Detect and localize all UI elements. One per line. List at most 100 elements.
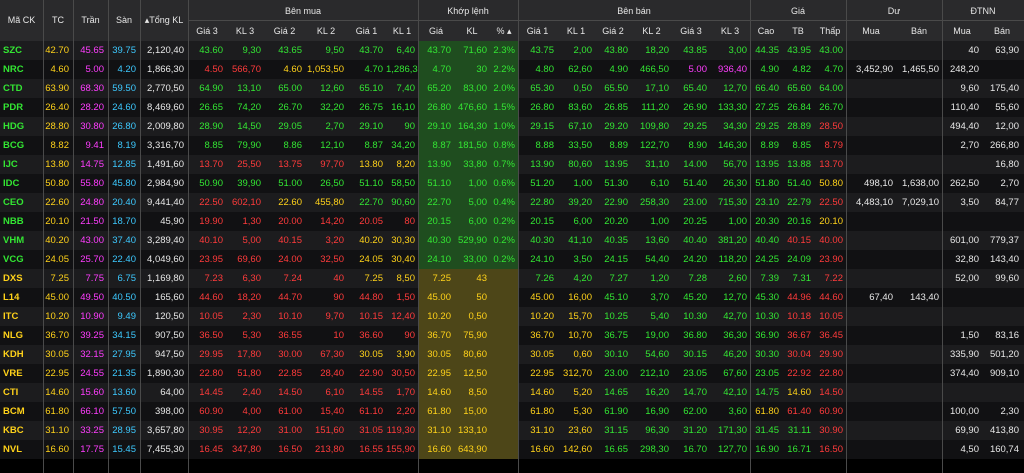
table-row[interactable]: KDH 30.05 32.15 27.95 947,50 29.95 17,80 30.00 6… [0,345,1024,364]
col-buy-vol-3[interactable]: KL 3 [235,26,255,36]
table-row[interactable]: KBC 31.10 33.25 28.95 3,657,80 30.95 12,20 31.0… [0,421,1024,440]
table-row[interactable]: NRC 4.60 5.00 4.20 1,866,30 4.50 566,70 4.60 1,0… [0,60,1024,79]
table-row[interactable]: CTD 63.90 68.30 59.50 2,770,50 64.90 13,10 65.0… [0,79,1024,98]
symbol-cell[interactable]: L14 [3,292,20,303]
table-row[interactable]: PDR 26.40 28.20 24.60 8,469,60 26.65 74,20 26.7… [0,98,1024,117]
sell-vol-2-cell: 16,20 [645,387,669,398]
symbol-cell[interactable]: CEO [3,197,24,208]
symbol-cell[interactable]: VRE [3,368,23,379]
symbol-cell[interactable]: CTD [3,83,23,94]
col-sell-price-1[interactable]: Giá 1 [526,26,549,36]
table-row[interactable]: NVL 16.60 17.75 15.45 7,455,30 16.45 347,80 16.… [0,440,1024,459]
col-sell-price-2[interactable]: Giá 2 [602,26,624,36]
col-sell-vol-2[interactable]: KL 2 [642,26,661,36]
symbol-cell[interactable]: KBC [3,425,24,436]
table-row[interactable]: L14 45.00 49.50 40.50 165,60 44.60 18,20 44.70 9… [0,288,1024,307]
symbol-cell[interactable]: SZC [3,45,22,56]
buy-price-2-cell: 10.10 [278,311,302,322]
buy-vol-1-cell: 30,40 [391,254,415,265]
col-foreign-sell[interactable]: Bán [993,26,1010,36]
table-row[interactable]: VCG 24.05 25.70 22.40 4,049,60 23.95 69,60 24.0… [0,250,1024,269]
sell-vol-2-cell: 17,10 [645,83,669,94]
col-buy-price-2[interactable]: Giá 2 [273,26,296,36]
col-ceil[interactable]: Trần [81,15,100,25]
ceil-price-cell: 14.75 [80,159,104,170]
col-remain-buy[interactable]: Mua [862,26,880,36]
col-sell-price-3[interactable]: Giá 3 [680,26,702,36]
symbol-cell[interactable]: PDR [3,102,24,113]
buy-vol-3-cell: 5,30 [242,330,262,341]
foreign-sell-cell: 12,00 [995,121,1019,132]
price-high-cell: 24.25 [755,254,779,265]
symbol-cell[interactable]: NLG [3,330,24,341]
group-price: Giá [790,6,805,16]
col-price-high[interactable]: Cao [757,26,775,36]
symbol-cell[interactable]: BCG [3,140,25,151]
symbol-cell[interactable]: DXS [3,273,23,284]
col-remain-sell[interactable]: Bán [910,26,927,36]
symbol-cell[interactable]: KDH [3,349,24,360]
col-match-price[interactable]: Giá [428,26,443,36]
symbol-cell[interactable]: IJC [3,159,18,170]
col-ref[interactable]: TC [52,15,64,25]
ref-price-cell: 26.40 [45,102,69,113]
symbol-cell[interactable]: NRC [3,64,24,75]
table-row[interactable]: VRE 22.95 24.55 21.35 1,890,30 22.80 51,80 22.8… [0,364,1024,383]
table-row[interactable]: NLG 36.70 39.25 34.15 907,50 36.50 5,30 36.55 10… [0,326,1024,345]
symbol-cell[interactable]: CTI [3,387,19,398]
symbol-cell[interactable]: HDG [3,121,25,132]
sell-vol-3-cell: 381,20 [717,235,747,246]
table-row[interactable]: IJC 13.80 14.75 12.85 1,491,60 13.70 25,50 13.7… [0,155,1024,174]
col-buy-price-1[interactable]: Giá 1 [355,26,378,36]
table-row[interactable]: SZC 42.70 45.65 39.75 2,120,40 43.60 9,30 43.65… [0,41,1024,60]
col-total-volume[interactable]: ▴Tổng KL [144,15,184,25]
table-row[interactable]: DXS 7.25 7.75 6.75 1,169,80 7.23 6,30 7.24 40 7.2… [0,269,1024,288]
symbol-cell[interactable]: ITC [3,311,19,322]
sort-icon[interactable]: ▴ [144,15,150,25]
match-price-cell: 65.20 [418,79,454,98]
total-volume-cell: 2,120,40 [147,45,184,56]
col-buy-vol-2[interactable]: KL 2 [316,26,336,36]
price-high-cell: 10.30 [755,311,779,322]
sell-price-2-cell: 26.85 [604,102,628,113]
symbol-cell[interactable]: BCM [3,406,25,417]
table-row[interactable]: CEO 22.60 24.80 20.40 9,441,40 22.50 602,10 22.… [0,193,1024,212]
ceil-price-cell: 45.65 [80,45,104,56]
table-row[interactable]: CTI 14.60 15.60 13.60 64,00 14.45 2,40 14.50 6,1… [0,383,1024,402]
buy-price-1-cell: 31.05 [359,425,383,436]
col-price-low[interactable]: Thấp [819,26,841,36]
col-buy-vol-1[interactable]: KL 1 [392,26,412,36]
table-row[interactable]: BCG 8.82 9.41 8.19 3,316,70 8.85 79,90 8.86 12,1… [0,136,1024,155]
table-row[interactable]: NBB 20.10 21.50 18.70 45,90 19.90 1,30 20.00 14,… [0,212,1024,231]
symbol-cell[interactable]: NBB [3,216,24,227]
match-vol-cell: 33,80 [454,155,490,174]
col-floor[interactable]: Sàn [115,15,132,25]
remain-buy-cell [846,250,896,269]
sell-price-3-cell: 14.70 [683,387,707,398]
col-sell-vol-1[interactable]: KL 1 [566,26,586,36]
symbol-cell[interactable]: VHM [3,235,25,246]
col-symbol[interactable]: Mã CK [7,15,36,25]
col-match-pct[interactable]: % ▴ [496,26,512,36]
col-foreign-buy[interactable]: Mua [953,26,971,36]
col-sell-vol-3[interactable]: KL 3 [720,26,740,36]
symbol-cell[interactable]: VCG [3,254,24,265]
table-row[interactable]: VHM 40.20 43.00 37.40 3,289,40 40.10 5,00 40.15… [0,231,1024,250]
table-row[interactable]: ITC 10.20 10.90 9.49 120,50 10.05 2,30 10.10 9,7… [0,307,1024,326]
buy-vol-3-cell: 347,80 [231,444,261,455]
col-buy-price-3[interactable]: Giá 3 [196,26,218,36]
col-price-avg[interactable]: TB [792,26,804,36]
table-row[interactable]: HDG 28.80 30.80 26.80 2,009,80 28.90 14,50 29.0… [0,117,1024,136]
buy-price-2-cell: 13.75 [278,159,302,170]
ceil-price-cell: 17.75 [80,444,104,455]
match-vol-cell: 71,60 [454,41,490,60]
buy-price-1-cell: 26.75 [359,102,383,113]
sort-icon[interactable]: ▴ [504,26,512,36]
symbol-cell[interactable]: NVL [3,444,22,455]
table-row[interactable]: IDC 50.80 55.80 45.80 2,984,90 50.90 39,90 51.0… [0,174,1024,193]
table-row[interactable]: BCM 61.80 66.10 57.50 398,00 60.90 4,00 61.00 15… [0,402,1024,421]
col-match-vol[interactable]: KL [466,26,478,36]
ceil-price-cell: 7.75 [85,273,105,284]
symbol-cell[interactable]: IDC [3,178,20,189]
match-pct-cell [490,440,518,459]
